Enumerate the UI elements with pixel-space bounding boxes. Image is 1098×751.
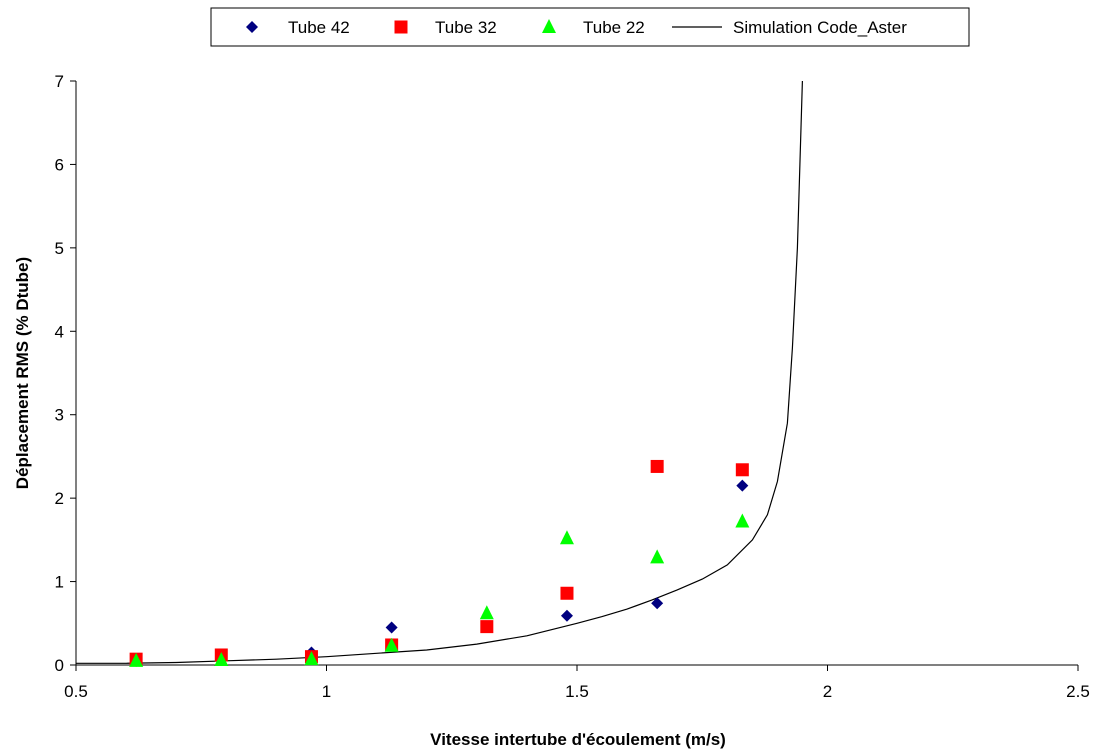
chart-legend: Tube 42 Tube 32 Tube 22 Simulation Code_Ast…: [210, 7, 970, 47]
y-tick-label: 5: [55, 239, 64, 258]
plot-area: 0 1 2 3 4 5 6 7 0.5 1 1.5 2 2.5: [55, 72, 1090, 701]
y-tick-label: 1: [55, 573, 64, 592]
y-tick-label: 4: [55, 322, 64, 341]
x-axis-title: Vitesse intertube d'écoulement (m/s): [430, 730, 726, 749]
y-tick-label: 7: [55, 72, 64, 91]
y-tick-label: 6: [55, 155, 64, 174]
tube-22-point: [384, 637, 399, 652]
legend-swatch-tube-42: [246, 21, 258, 33]
tube-22-point: [214, 651, 229, 666]
x-tick-label: 1.5: [565, 682, 589, 701]
x-tick-label: 2.5: [1066, 682, 1090, 701]
simulation-line: [76, 80, 803, 664]
tube-22-point: [735, 513, 750, 528]
tube-22-point: [479, 605, 494, 620]
tube-42-point: [560, 609, 573, 622]
tube-42-point: [651, 597, 664, 610]
y-tick-label: 0: [55, 656, 64, 675]
x-tick-label: 2: [823, 682, 832, 701]
x-tick-label: 0.5: [64, 682, 88, 701]
y-tick-label: 2: [55, 489, 64, 508]
tube-22-point: [304, 651, 319, 666]
tube-32-point: [480, 620, 494, 634]
legend-box: [210, 7, 970, 47]
x-tick-label: 1: [322, 682, 331, 701]
tube-22-point: [650, 549, 665, 564]
tube-42-point: [736, 479, 749, 492]
tube-32-point: [560, 586, 574, 600]
y-axis-title: Déplacement RMS (% Dtube): [13, 257, 32, 489]
legend-label-simulation-code-aster: Simulation Code_Aster: [733, 18, 907, 37]
legend-swatch-tube-22: [542, 19, 556, 33]
legend-label-tube-42: Tube 42: [288, 18, 350, 37]
tube-22-point: [129, 652, 144, 667]
legend-label-tube-32: Tube 32: [435, 18, 497, 37]
legend-swatch-tube-32: [394, 20, 408, 34]
tube-32-point: [650, 459, 664, 473]
tube-42-point: [385, 621, 398, 634]
y-tick-label: 3: [55, 406, 64, 425]
legend-label-tube-22: Tube 22: [583, 18, 645, 37]
tube-22-point: [559, 530, 574, 545]
tube-32-point: [735, 463, 749, 477]
